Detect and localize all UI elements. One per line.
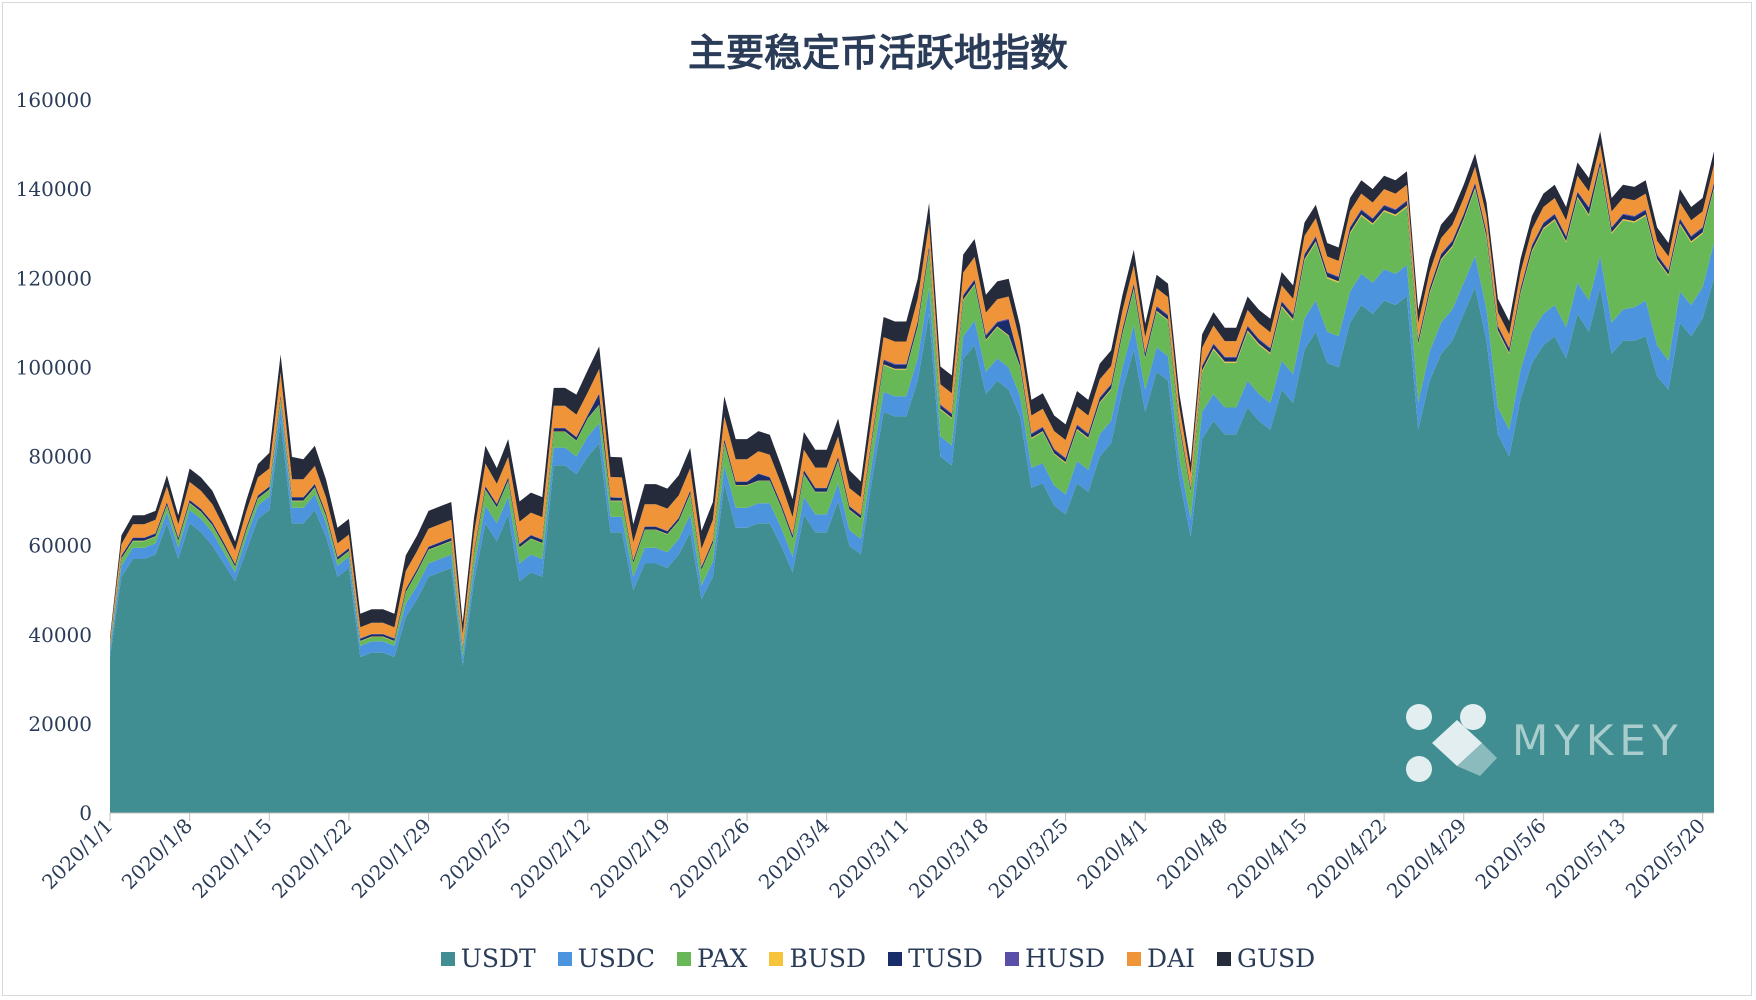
legend-swatch <box>1217 951 1232 966</box>
y-tick-label: 100000 <box>16 355 92 379</box>
y-tick-label: 20000 <box>28 712 92 736</box>
y-tick-label: 160000 <box>16 88 92 112</box>
x-tick-label: 2020/4/15 <box>1223 814 1312 903</box>
mykey-logo-icon <box>1406 704 1497 782</box>
y-tick-label: 60000 <box>28 534 92 558</box>
legend-label: DAI <box>1147 944 1196 973</box>
x-tick-label: 2020/2/26 <box>665 814 754 903</box>
legend-item-usdt: USDT <box>440 944 536 973</box>
legend-label: USDT <box>460 944 536 973</box>
legend-swatch <box>769 951 784 966</box>
x-tick-label: 2020/1/15 <box>187 814 276 903</box>
area-series-pax <box>110 166 1714 658</box>
x-tick-label: 2020/1/22 <box>267 814 356 903</box>
x-tick-label: 2020/3/11 <box>824 814 913 903</box>
legend-item-pax: PAX <box>677 944 747 973</box>
legend-swatch <box>888 951 903 966</box>
x-tick-label: 2020/2/5 <box>435 814 515 894</box>
y-tick-label: 0 <box>79 801 92 825</box>
chart-legend: USDT USDC PAX BUSD TUSD HUSD DAI GUSD <box>0 944 1756 973</box>
x-tick-label: 2020/4/8 <box>1152 814 1232 894</box>
x-axis: 2020/1/1 2020/1/82020/1/152020/1/222020/1… <box>37 813 1710 903</box>
legend-label: GUSD <box>1237 944 1316 973</box>
x-tick-label: 2020/4/29 <box>1382 814 1471 903</box>
x-tick-label: 2020/1/1 <box>37 814 117 894</box>
legend-swatch <box>1004 951 1019 966</box>
legend-swatch <box>1127 951 1142 966</box>
x-tick-label: 2020/1/8 <box>117 814 197 894</box>
legend-label: HUSD <box>1024 944 1106 973</box>
legend-item-busd: BUSD <box>769 944 866 973</box>
x-tick-label: 2020/5/13 <box>1541 814 1630 903</box>
x-tick-label: 2020/2/12 <box>506 814 595 903</box>
legend-item-husd: HUSD <box>1004 944 1106 973</box>
y-tick-label: 120000 <box>16 266 92 290</box>
area-series-usdt <box>110 278 1714 813</box>
legend-swatch <box>440 951 455 966</box>
x-tick-label: 2020/4/22 <box>1302 814 1391 903</box>
x-tick-label: 2020/3/4 <box>754 814 834 894</box>
y-tick-label: 80000 <box>28 445 92 469</box>
y-tick-label: 140000 <box>16 177 92 201</box>
x-tick-label: 2020/1/29 <box>347 814 436 903</box>
x-tick-label: 2020/5/6 <box>1470 814 1550 894</box>
legend-item-usdc: USDC <box>557 944 656 973</box>
y-tick-label: 40000 <box>28 623 92 647</box>
legend-label: PAX <box>697 944 748 973</box>
x-tick-label: 2020/3/18 <box>904 814 993 903</box>
legend-label: USDC <box>577 944 656 973</box>
legend-label: BUSD <box>789 944 867 973</box>
legend-item-gusd: GUSD <box>1217 944 1315 973</box>
area-series-group <box>110 131 1714 813</box>
legend-swatch <box>677 951 692 966</box>
mykey-logo-text: MYKEY <box>1512 716 1684 765</box>
x-tick-label: 2020/4/1 <box>1072 814 1152 894</box>
chart-title: 主要稳定币活跃地指数 <box>687 30 1068 75</box>
x-tick-label: 2020/3/25 <box>984 814 1073 903</box>
x-tick-label: 2020/2/19 <box>585 814 674 903</box>
legend-label: TUSD <box>908 944 983 973</box>
mykey-logo-watermark: MYKEY <box>1402 698 1702 788</box>
y-axis: 0 20000 40000 60000 80000 100000 120000 140000 1… <box>16 88 92 825</box>
x-tick-label: 2020/5/20 <box>1621 814 1710 903</box>
legend-item-tusd: TUSD <box>888 944 983 973</box>
legend-item-dai: DAI <box>1127 944 1195 973</box>
legend-swatch <box>557 951 572 966</box>
